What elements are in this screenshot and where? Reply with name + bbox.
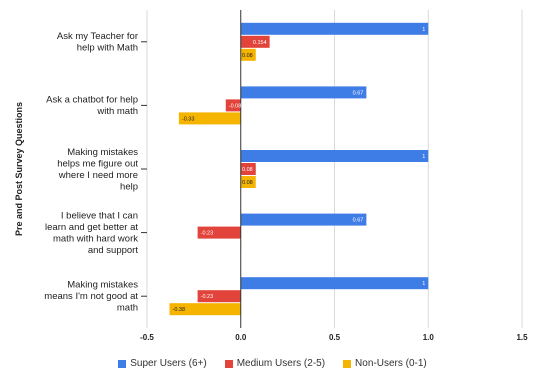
legend-label-non-users: Non-Users (0-1): [355, 358, 427, 369]
axes: [141, 10, 242, 328]
category-label-line: Making mistakes: [67, 147, 138, 158]
data-label: 1: [422, 281, 425, 287]
data-label: -0.33: [182, 116, 195, 122]
category-label-line: and support: [88, 245, 139, 256]
legend-swatch-super-users: [118, 359, 127, 368]
y-axis-title: Pre and Post Survey Questions: [14, 102, 24, 236]
legend-item-super-users: Super Users (6+): [118, 358, 207, 369]
bar: [240, 35, 270, 48]
bar: [240, 150, 429, 162]
legend-item-non-users: Non-Users (0-1): [343, 358, 427, 369]
category-label: Ask my Teacher for help with Math: [57, 31, 138, 54]
data-label: 0.08: [242, 167, 253, 173]
data-label: 0.08: [242, 180, 253, 186]
x-tick-label: 0.5: [329, 333, 341, 342]
category-label-line: Ask my Teacher for: [57, 31, 138, 42]
x-tick-label: 0.0: [235, 333, 247, 342]
bar: [225, 99, 241, 112]
bar: [240, 48, 256, 61]
data-label: -0.23: [201, 294, 214, 300]
category-label-line: I believe that I can: [61, 210, 138, 221]
bar: [178, 112, 241, 125]
bar: [197, 290, 241, 303]
category-label: Ask a chatbot for help with math: [46, 95, 138, 118]
bar: [240, 86, 367, 99]
x-tick-label: 1.5: [516, 333, 528, 342]
category-label-line: help: [120, 181, 138, 192]
bar: [240, 213, 367, 226]
category-label-line: learn and get better at: [45, 222, 138, 233]
category-label-line: Making mistakes: [67, 280, 138, 291]
category-label-line: helps me figure out: [57, 158, 138, 169]
bar: [240, 163, 256, 175]
category-label: I believe that I can learn and get better…: [45, 210, 138, 256]
legend-swatch-medium-users: [224, 359, 233, 368]
category-label-line: help with Math: [77, 43, 138, 54]
bar: [240, 176, 256, 188]
data-label: 1: [422, 27, 425, 33]
category-label-line: Ask a chatbot for help: [46, 95, 138, 106]
bars: [169, 22, 429, 316]
data-label: -0.23: [201, 231, 214, 237]
category-label-line: math: [117, 303, 138, 314]
category-label-line: with math: [96, 106, 138, 117]
legend-swatch-non-users: [343, 359, 352, 368]
data-label: -0.38: [173, 307, 186, 313]
category-label-line: where I need more: [58, 170, 138, 181]
category-label-line: means I'm not good at: [44, 291, 138, 302]
category-label-line: math with hard work: [53, 233, 138, 244]
data-label: 0.67: [353, 218, 364, 224]
bar: [169, 303, 241, 316]
x-tick-label: 1.0: [423, 333, 435, 342]
bar: [240, 22, 429, 35]
x-tick-label: -0.5: [140, 333, 154, 342]
data-label: -0.08: [229, 103, 242, 109]
data-label: 0.67: [353, 90, 364, 96]
data-label: 0.08: [242, 53, 253, 59]
legend-label-super-users: Super Users (6+): [130, 358, 207, 369]
category-label: Making mistakes means I'm not good at math: [44, 280, 138, 314]
bar: [240, 277, 429, 290]
data-label: 0.154: [253, 40, 267, 46]
bar: [197, 226, 241, 239]
legend: Super Users (6+) Medium Users (2-5) Non-…: [0, 358, 545, 369]
legend-item-medium-users: Medium Users (2-5): [224, 358, 326, 369]
legend-label-medium-users: Medium Users (2-5): [236, 358, 326, 369]
data-label: 1: [422, 154, 425, 160]
category-label: Making mistakes helps me figure out where …: [57, 147, 138, 193]
